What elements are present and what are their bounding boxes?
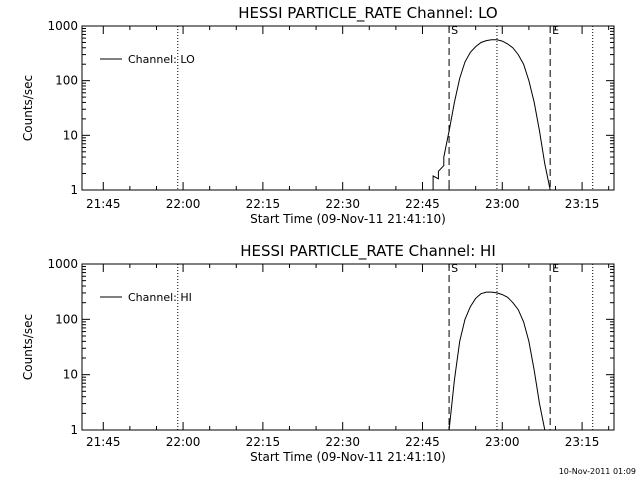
x-tick-label: 22:45 [405, 197, 440, 211]
x-tick-label: 23:00 [485, 435, 520, 449]
marker-label: S [451, 262, 458, 275]
chart-title: HESSI PARTICLE_RATE Channel: LO [238, 4, 497, 23]
x-tick-label: 22:00 [166, 197, 201, 211]
y-axis-label: Counts/sec [21, 314, 35, 380]
chart-panel-lo: HESSI PARTICLE_RATE Channel: LO 21:45 22:0… [21, 4, 615, 226]
x-tick-label: 21:45 [86, 435, 121, 449]
chart-panel-hi: HESSI PARTICLE_RATE Channel: HI 21:45 22:0… [21, 242, 615, 464]
y-tick-label: 100 [55, 74, 78, 88]
chart-title: HESSI PARTICLE_RATE Channel: HI [240, 242, 496, 261]
series-line [448, 291, 546, 431]
y-axis-label: Counts/sec [21, 75, 35, 141]
y-tick-label: 1000 [47, 257, 78, 271]
y-tick-label: 1 [70, 423, 78, 437]
x-tick-label: 23:15 [565, 435, 600, 449]
marker-label: E [552, 262, 559, 275]
x-tick-label: 21:45 [86, 197, 121, 211]
x-tick-label: 23:00 [485, 197, 520, 211]
series-line [432, 39, 551, 191]
x-tick-label: 22:15 [246, 197, 281, 211]
y-tick-label: 1 [70, 183, 78, 197]
x-tick-label: 22:30 [325, 435, 360, 449]
marker-label: E [552, 24, 559, 37]
x-tick-label: 22:30 [325, 197, 360, 211]
y-tick-label: 1000 [47, 19, 78, 33]
plot-frame [81, 25, 615, 191]
x-axis-label: Start Time (09-Nov-11 21:41:10) [250, 212, 446, 226]
x-tick-label: 23:15 [565, 197, 600, 211]
marker-label: S [451, 24, 458, 37]
y-tick-label: 100 [55, 312, 78, 326]
timestamp: 10-Nov-2011 01:09 [559, 467, 636, 476]
x-tick-label: 22:00 [166, 435, 201, 449]
y-tick-label: 10 [63, 368, 78, 382]
x-tick-label: 22:45 [405, 435, 440, 449]
legend-label: Channel: LO [128, 53, 195, 66]
x-tick-label: 22:15 [246, 435, 281, 449]
x-axis-label: Start Time (09-Nov-11 21:41:10) [250, 450, 446, 464]
y-tick-label: 10 [63, 128, 78, 142]
legend-label: Channel: HI [128, 291, 192, 304]
plot-frame [81, 263, 615, 431]
